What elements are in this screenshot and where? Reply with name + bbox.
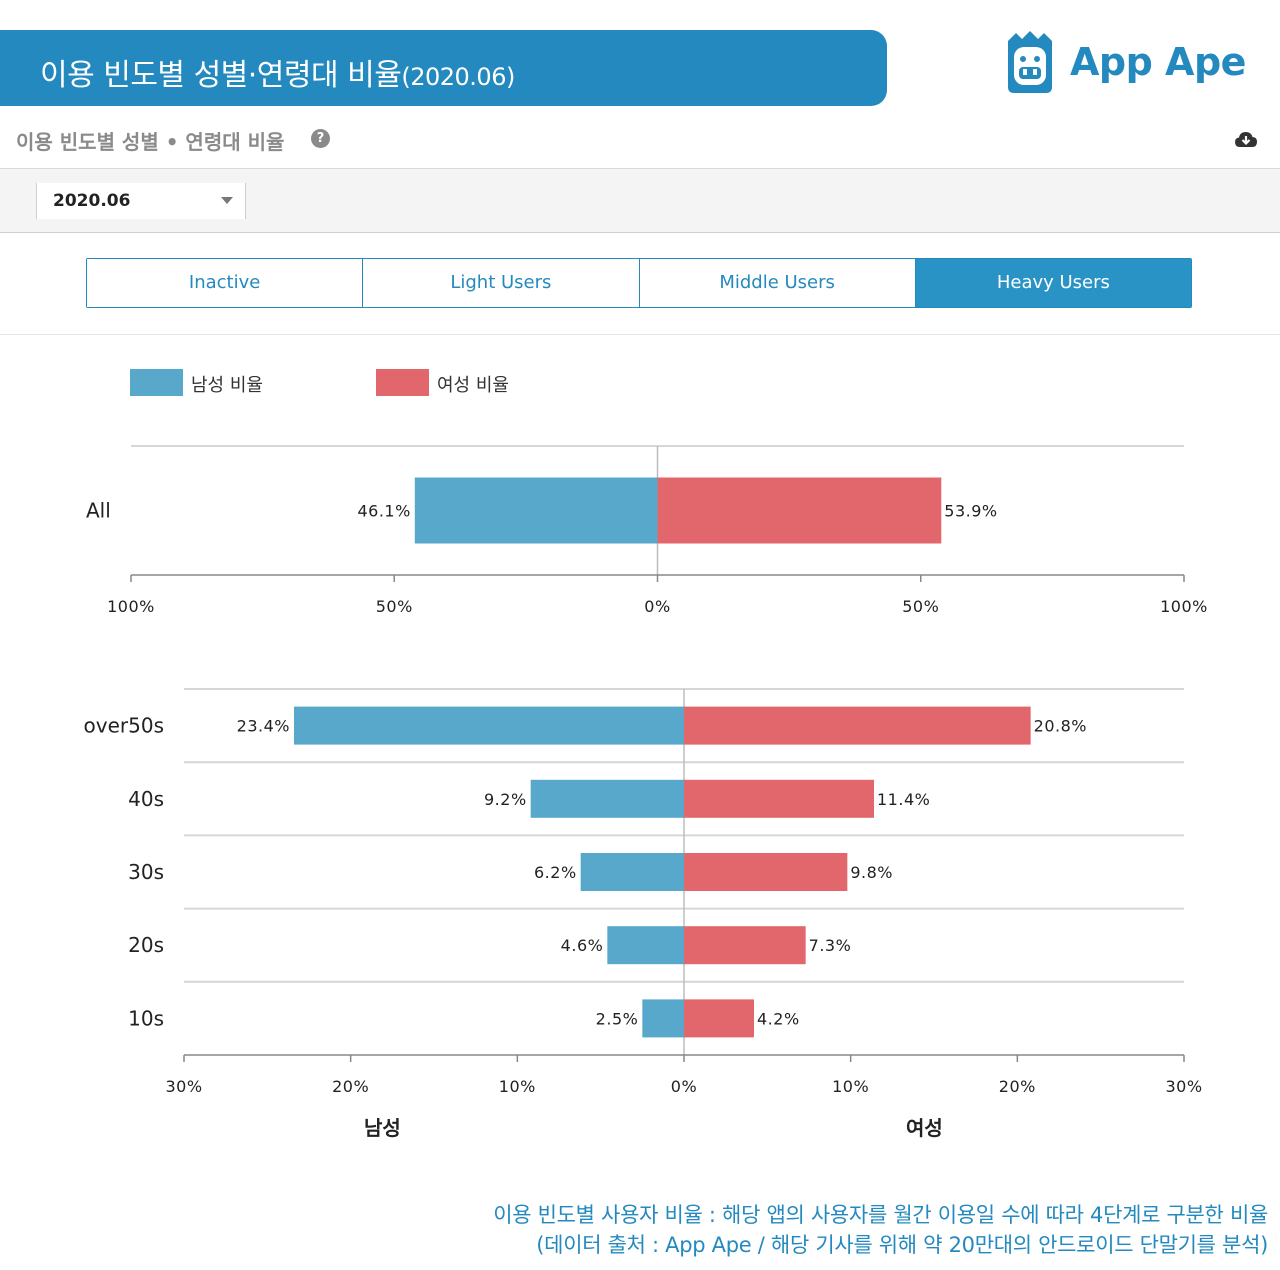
brand-name: App Ape xyxy=(1070,40,1246,84)
section-header: 이용 빈도별 성별 • 연령대 비율 ? xyxy=(0,120,1280,169)
gender-age-chart: 46.1% 53.9% All 100% 50% 0% 50% 100% 23.4% 20.8% o… xyxy=(84,445,1208,1096)
data-label-male: 2.5% xyxy=(596,1009,639,1028)
bar-male-20s xyxy=(607,926,684,965)
x-tick-label: 100% xyxy=(1160,597,1208,616)
section-title: 이용 빈도별 성별 • 연령대 비율 xyxy=(16,130,285,154)
category-label: All xyxy=(86,499,111,523)
category-label: 10s xyxy=(128,1006,164,1030)
x-tick-label: 20% xyxy=(999,1077,1036,1096)
bar-female-over50s xyxy=(684,706,1031,745)
x-tick-label: 10% xyxy=(499,1077,536,1096)
bar-female-30s xyxy=(684,853,848,891)
data-label-male: 9.2% xyxy=(484,790,527,809)
x-tick-label: 100% xyxy=(107,597,155,616)
legend-swatch-female xyxy=(376,369,429,396)
x-tick-label: 0% xyxy=(671,1077,697,1096)
data-label-female: 4.2% xyxy=(757,1009,800,1028)
x-tick-label: 20% xyxy=(332,1077,369,1096)
bar-female-20s xyxy=(684,926,806,965)
data-label-male: 4.6% xyxy=(561,936,604,955)
bar-male-30s xyxy=(580,853,684,891)
app-ape-logo-icon xyxy=(1008,31,1052,93)
category-label: 40s xyxy=(128,787,164,811)
cloud-download-icon[interactable] xyxy=(1234,130,1258,150)
axis-title-male: 남성 xyxy=(364,1116,401,1140)
data-label-female: 7.3% xyxy=(809,936,852,955)
bar-male-over50s xyxy=(294,706,684,745)
data-label-male: 23.4% xyxy=(237,717,290,736)
tab-light-users[interactable]: Light Users xyxy=(363,259,640,307)
date-select[interactable]: 2020.06 xyxy=(36,183,246,219)
data-label-female: 9.8% xyxy=(850,863,893,882)
legend-label-male: 남성 비율 xyxy=(191,375,263,396)
title-banner xyxy=(0,30,887,106)
bar-male-10s xyxy=(642,999,684,1038)
divider xyxy=(0,334,1280,335)
page-title-text: 이용 빈도별 성별·연령대 비율 xyxy=(40,58,402,93)
bar-male-40s xyxy=(530,779,684,818)
axis-title-female: 여성 xyxy=(906,1116,943,1140)
tab-inactive[interactable]: Inactive xyxy=(87,259,364,307)
x-tick-label: 0% xyxy=(644,597,670,616)
filter-bar: 2020.06 xyxy=(0,169,1280,233)
category-label: 20s xyxy=(128,933,164,957)
x-tick-label: 50% xyxy=(376,597,413,616)
x-tick-label: 10% xyxy=(832,1077,869,1096)
brand-logo: App Ape xyxy=(1000,28,1246,96)
user-segment-tabs: Inactive Light Users Middle Users Heavy … xyxy=(86,258,1192,308)
x-tick-label: 30% xyxy=(165,1077,202,1096)
data-label-male: 6.2% xyxy=(534,863,577,882)
data-label-female: 11.4% xyxy=(877,790,930,809)
footnote-line-1: 이용 빈도별 사용자 비율 : 해당 앱의 사용자를 월간 이용일 수에 따라 … xyxy=(493,1203,1268,1227)
data-label-male: 46.1% xyxy=(357,502,410,521)
bar-female-40s xyxy=(684,779,874,818)
category-label: 30s xyxy=(128,860,164,884)
footnote-line-2: (데이터 출처 : App Ape / 해당 기사를 위해 약 20만대의 안드… xyxy=(536,1233,1268,1257)
page-title-date: (2020.06) xyxy=(401,63,515,91)
date-select-value: 2020.06 xyxy=(53,191,131,211)
legend-label-female: 여성 비율 xyxy=(437,375,509,396)
bar-male-All xyxy=(414,477,658,544)
x-tick-label: 50% xyxy=(902,597,939,616)
footnote: 이용 빈도별 사용자 비율 : 해당 앱의 사용자를 월간 이용일 수에 따라 … xyxy=(493,1200,1268,1260)
data-label-female: 20.8% xyxy=(1034,717,1087,736)
bar-female-All xyxy=(657,477,942,544)
x-tick-label: 30% xyxy=(1165,1077,1202,1096)
tab-heavy-users[interactable]: Heavy Users xyxy=(915,259,1191,307)
tab-middle-users[interactable]: Middle Users xyxy=(639,259,916,307)
question-circle-icon[interactable]: ? xyxy=(311,129,330,148)
data-label-female: 53.9% xyxy=(944,502,997,521)
page-title: 이용 빈도별 성별·연령대 비율(2020.06) xyxy=(40,50,515,94)
chevron-down-icon[interactable] xyxy=(221,197,233,204)
legend-swatch-male xyxy=(130,369,183,396)
bar-female-10s xyxy=(684,999,754,1038)
category-label: over50s xyxy=(84,714,164,738)
